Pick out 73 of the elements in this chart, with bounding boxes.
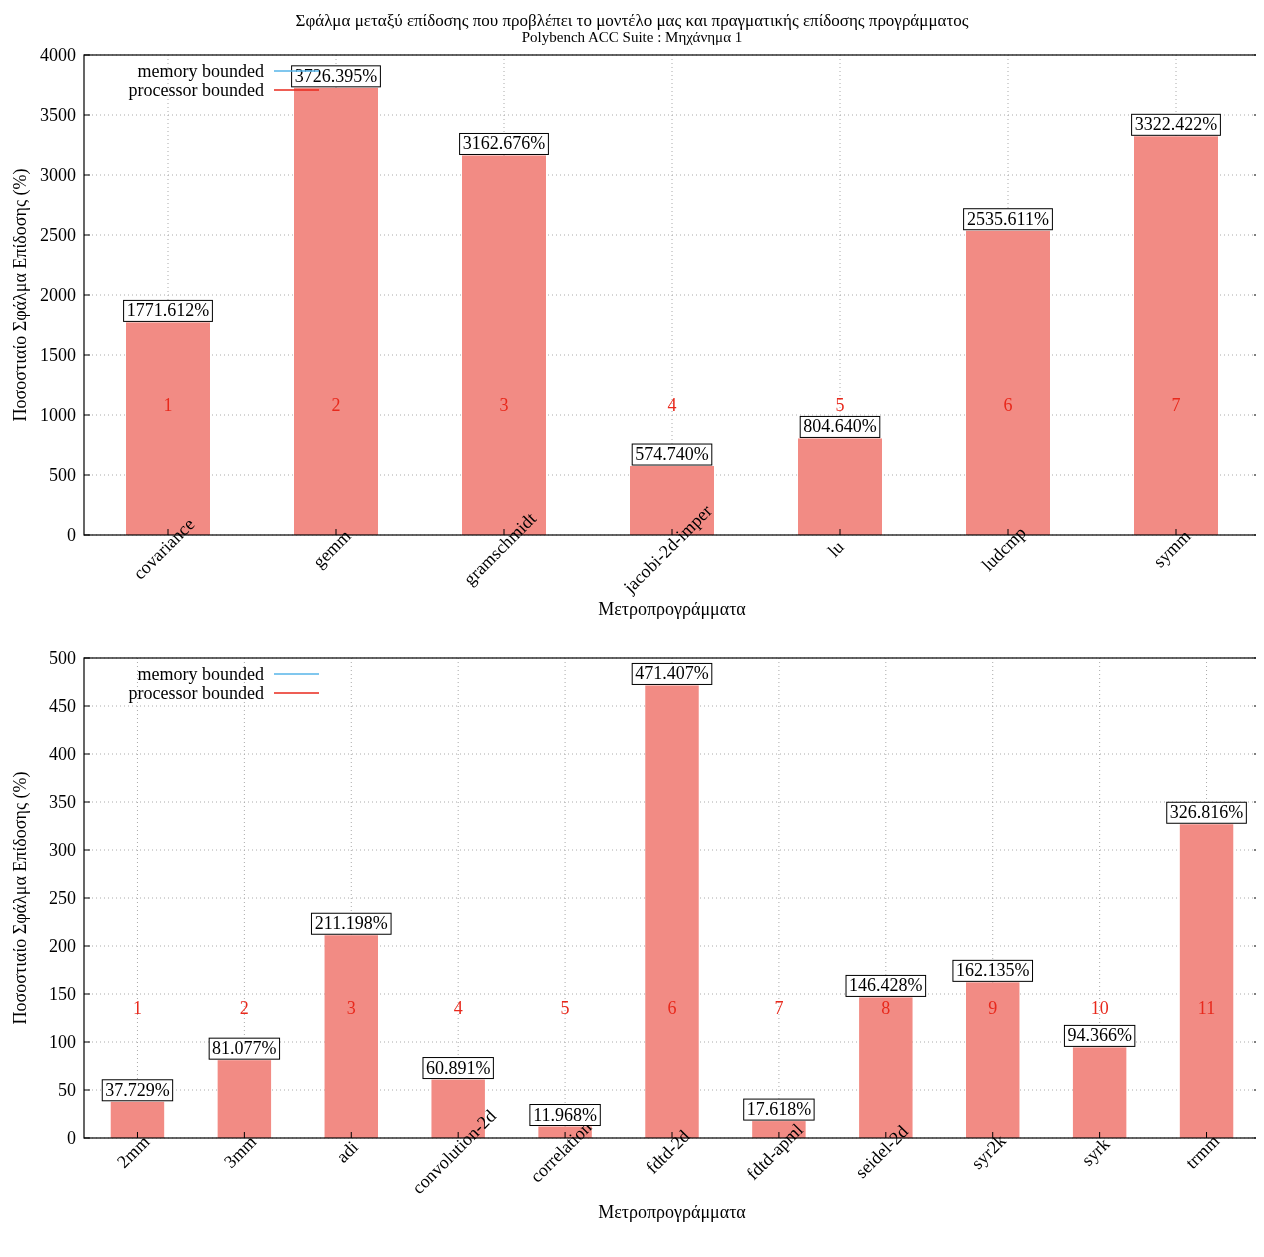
y-tick-label: 1000 (40, 405, 76, 425)
annotation: 3 (499, 395, 509, 416)
y-tick-label: 400 (49, 744, 76, 764)
x-axis-title: Μετροπρογράμματα (598, 599, 747, 619)
series-label: processor bounded (128, 80, 264, 100)
annotation: 5 (835, 395, 845, 416)
y-tick-label: 250 (49, 888, 76, 908)
annotation: 9 (988, 998, 998, 1019)
annotation: 7 (774, 998, 784, 1019)
text: processor bounded (128, 683, 264, 703)
annotation: 11 (1197, 998, 1216, 1019)
chart-subtitle: Polybench ACC Suite : Μηχάνημα 1 (521, 29, 743, 45)
data-label: 3162.676% (462, 133, 546, 154)
y-tick-label: 200 (49, 936, 76, 956)
y-axis-title: Ποσοστιαίο Σφάλμα Επίδοσης (%) (10, 168, 31, 422)
y-tick-label: 4000 (40, 45, 76, 65)
y-tick-label: 2000 (40, 285, 76, 305)
annotation: 7 (1171, 395, 1181, 416)
y-tick-label: 0 (67, 1128, 76, 1148)
annotation: 6 (667, 998, 677, 1019)
chart-title: Σφάλμα μεταξύ επίδοσης που προβλέπει το μοντέλο μας και πραγματικής επίδοσης προγράμματος (295, 11, 969, 30)
annotation: 1 (132, 998, 142, 1019)
annotation: 10 (1090, 998, 1109, 1019)
data-label: 471.407% (635, 663, 709, 684)
legend-label: memory bounded (137, 61, 264, 81)
x-tick-label: adi (332, 1136, 362, 1167)
data-label: 94.366% (1067, 1025, 1132, 1046)
data-label: 17.618% (746, 1099, 812, 1120)
bar (294, 87, 378, 535)
annotation: 3 (346, 998, 356, 1019)
data-label: 11.968% (533, 1104, 598, 1125)
data-label: 146.428% (849, 975, 923, 996)
y-tick-label: 500 (49, 648, 76, 668)
x-tick-label: syrk (1077, 1133, 1114, 1170)
annotation: 2 (239, 998, 249, 1019)
bar (1179, 824, 1234, 1138)
annotation: 2 (331, 395, 341, 416)
data-label: 37.729% (105, 1079, 170, 1100)
y-tick-label: 150 (49, 984, 76, 1004)
data-label: 326.816% (1169, 802, 1244, 823)
data-label: 211.198% (314, 913, 388, 934)
data-label: 574.740% (635, 444, 709, 465)
annotation: 5 (560, 998, 570, 1019)
y-tick-label: 3500 (40, 105, 76, 125)
annotation: 6 (1003, 395, 1013, 416)
y-tick-label: 50 (58, 1080, 76, 1100)
data-label: 1771.612% (126, 300, 210, 321)
x-tick-label: lu (823, 536, 848, 561)
annotation: 4 (667, 395, 677, 416)
y-tick-label: 450 (49, 696, 76, 716)
legend-label: memory bounded (137, 664, 264, 684)
y-tick-label: 1500 (40, 345, 76, 365)
data-label: 60.891% (425, 1057, 491, 1078)
data-label: 3322.422% (1134, 114, 1218, 135)
y-tick-label: 0 (67, 525, 76, 545)
data-label: 162.135% (955, 960, 1030, 981)
data-label: 81.077% (212, 1038, 277, 1059)
y-tick-label: 350 (49, 792, 76, 812)
data-label: 2535.611% (967, 208, 1049, 229)
annotation: 4 (453, 998, 463, 1019)
annotation: 8 (881, 998, 891, 1019)
y-axis-title: Ποσοστιαίο Σφάλμα Επίδοσης (%) (10, 771, 31, 1025)
x-axis-title: Μετροπρογράμματα (598, 1202, 747, 1222)
y-tick-label: 100 (49, 1032, 76, 1052)
bar (1134, 136, 1218, 535)
y-tick-label: 300 (49, 840, 76, 860)
data-label: 3726.395% (294, 65, 378, 86)
y-tick-label: 3000 (40, 165, 76, 185)
y-tick-label: 500 (49, 465, 76, 485)
data-label: 804.640% (803, 416, 877, 437)
x-tick-label: 3mm (219, 1131, 261, 1172)
annotation: 1 (163, 395, 173, 416)
y-tick-label: 2500 (40, 225, 76, 245)
